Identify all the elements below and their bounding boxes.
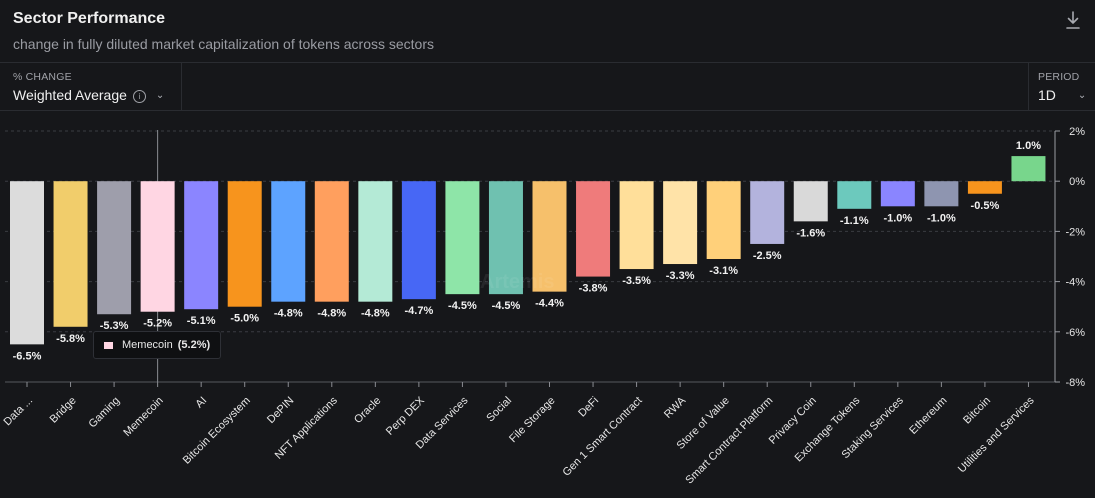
bar: [619, 181, 654, 270]
x-tick-label: Gen 1 Smart Contract: [561, 395, 645, 479]
download-icon[interactable]: [1065, 10, 1081, 30]
x-tick-label: RWA: [662, 394, 689, 421]
period-label: PERIOD: [1038, 71, 1080, 83]
bar: [793, 181, 828, 222]
x-tick-label: Smart Contract Platform: [683, 395, 775, 487]
data-label: -5.2%: [143, 318, 172, 330]
bar: [314, 181, 349, 302]
info-icon[interactable]: i: [132, 90, 146, 103]
bar: [445, 181, 480, 295]
data-label: -5.8%: [56, 333, 85, 345]
data-label: -5.0%: [230, 313, 259, 325]
data-label: -3.1%: [709, 265, 738, 277]
data-label: -4.5%: [448, 300, 477, 312]
controls-divider: [181, 63, 182, 110]
bar: [184, 181, 219, 310]
data-label: -1.1%: [840, 215, 869, 227]
x-tick-label: Social: [484, 395, 514, 425]
data-label: -4.8%: [274, 308, 303, 320]
data-label: -1.0%: [883, 212, 912, 224]
bar: [837, 181, 872, 209]
bar: [532, 181, 567, 292]
data-label: -3.3%: [666, 270, 695, 282]
bar: [53, 181, 88, 327]
data-label: -4.8%: [317, 308, 346, 320]
y-tick-label: -6%: [1065, 327, 1085, 339]
x-tick-label: Bridge: [48, 395, 79, 426]
x-tick-label: File Storage: [507, 395, 557, 445]
data-label: -3.8%: [579, 283, 608, 295]
x-tick-label: DePIN: [265, 395, 296, 426]
chart-header: Sector Performance change in fully dilut…: [0, 0, 1095, 62]
data-label: -5.3%: [100, 320, 129, 332]
bar: [358, 181, 393, 302]
x-tick-label: Memecoin: [121, 395, 165, 439]
bar: [227, 181, 262, 307]
chart-title: Sector Performance: [13, 10, 166, 27]
header-divider: [0, 62, 1095, 63]
artemis-watermark: Artemis: [480, 271, 555, 293]
bar: [488, 181, 523, 295]
change-select-value: Weighted Average: [13, 87, 127, 103]
data-label: -1.6%: [796, 227, 825, 239]
chart-tooltip: Memecoin (5.2%): [93, 331, 222, 359]
data-label: -4.8%: [361, 308, 390, 320]
x-tick-label: Perp DEX: [384, 394, 428, 438]
controls-divider-bottom: [0, 110, 1095, 111]
y-tick-label: -2%: [1065, 226, 1085, 238]
change-label: % CHANGE: [13, 71, 72, 83]
data-label: -5.1%: [187, 315, 216, 327]
data-label: -4.5%: [492, 300, 521, 312]
data-label: -4.4%: [535, 298, 564, 310]
y-tick-label: 0%: [1069, 176, 1085, 188]
data-label: -4.7%: [405, 305, 434, 317]
x-tick-label: DeFi: [576, 395, 601, 420]
bar: [880, 181, 915, 207]
tooltip-label: Memecoin: [122, 339, 173, 351]
x-tick-label: Ethereum: [907, 395, 949, 437]
x-tick-label: Gaming: [86, 395, 122, 431]
chevron-down-icon: ⌄: [1077, 90, 1087, 101]
period-select-value: 1D: [1038, 87, 1056, 103]
controls-divider: [1028, 63, 1029, 110]
data-label: -3.5%: [622, 275, 651, 287]
controls-bar: % CHANGE Weighted Average i ⌄ PERIOD 1D ⌄: [0, 63, 1095, 110]
bar: [1011, 156, 1046, 182]
chevron-down-icon: ⌄: [155, 90, 165, 101]
data-label: -6.5%: [13, 350, 42, 362]
bar: [271, 181, 306, 302]
tooltip-swatch: [104, 341, 113, 349]
bar: [10, 181, 44, 345]
bar: [750, 181, 785, 244]
data-label: -2.5%: [753, 250, 782, 262]
x-tick-label: AI: [193, 395, 209, 411]
bar: [663, 181, 698, 265]
x-tick-label: Oracle: [352, 395, 383, 426]
bar: [576, 181, 611, 277]
bar: [140, 181, 175, 312]
x-tick-label: Bitcoin Ecosystem: [181, 395, 253, 467]
y-tick-label: -8%: [1065, 377, 1085, 389]
x-tick-label: Bitcoin: [961, 395, 993, 427]
x-tick-label: Utilities and Services: [956, 394, 1037, 475]
data-label: 1.0%: [1016, 140, 1041, 152]
bar: [967, 181, 1002, 194]
change-select[interactable]: Weighted Average i ⌄: [13, 87, 164, 103]
period-select[interactable]: 1D ⌄: [1038, 87, 1086, 103]
y-tick-label: -4%: [1065, 277, 1085, 289]
bar: [401, 181, 436, 300]
bar: [706, 181, 741, 260]
data-label: -1.0%: [927, 212, 956, 224]
tooltip-value: (5.2%): [177, 339, 211, 351]
sector-bar-chart: 2% 0% -2% -4% -6% -8% -6.5% Data ... -5.8% Bridge…: [2, 126, 1086, 487]
data-label: -0.5%: [971, 200, 1000, 212]
y-tick-label: 2%: [1069, 126, 1085, 138]
chart-subtitle: change in fully diluted market capitaliz…: [13, 36, 434, 52]
bar: [924, 181, 959, 207]
bar: [97, 181, 132, 315]
x-tick-label: Data ...: [2, 395, 36, 429]
